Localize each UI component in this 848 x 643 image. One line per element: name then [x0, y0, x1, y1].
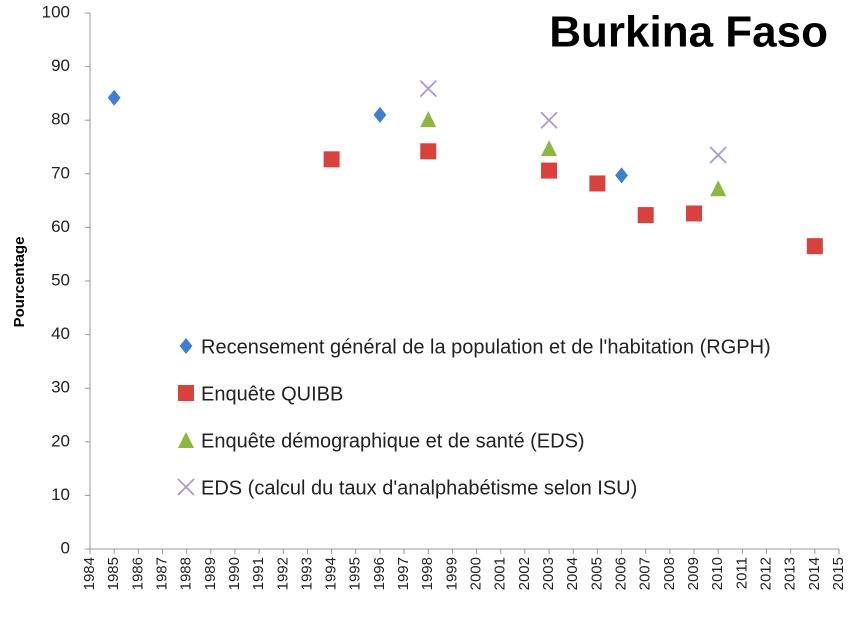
y-tick-label: 100: [42, 2, 70, 21]
point: [540, 111, 558, 129]
y-tick-label: 40: [51, 324, 70, 343]
y-tick-label: 30: [51, 378, 70, 397]
point: [615, 167, 628, 184]
point: [709, 146, 727, 164]
x-tick-label: 2009: [685, 557, 702, 590]
point: [177, 478, 195, 496]
y-tick-label: 80: [51, 110, 70, 129]
point: [541, 162, 558, 179]
x-tick-label: 1995: [347, 557, 364, 590]
legend-label: Enquête QUIBB: [201, 383, 343, 405]
y-tick-label: 50: [51, 270, 70, 289]
x-tick-label: 2002: [516, 557, 533, 590]
y-tick-label: 70: [51, 163, 70, 182]
y-tick-label: 10: [51, 485, 70, 504]
point: [178, 385, 194, 401]
y-tick-label: 90: [51, 56, 70, 75]
legend-label: Enquête démographique et de santé (EDS): [201, 430, 585, 452]
point: [589, 175, 606, 192]
x-tick-label: 1984: [81, 557, 98, 590]
x-tick-label: 2000: [468, 557, 485, 590]
x-tick-label: 1986: [129, 557, 146, 590]
x-tick-label: 2011: [733, 557, 750, 589]
x-tick-label: 2008: [661, 557, 678, 590]
point: [419, 79, 437, 98]
x-tick-label: 2007: [637, 557, 654, 590]
x-tick-label: 2003: [540, 557, 557, 590]
point: [373, 106, 387, 123]
x-tick-label: 2005: [588, 557, 605, 590]
x-tick-label: 2010: [709, 557, 726, 590]
x-tick-label: 2015: [830, 557, 847, 590]
x-tick-label: 2014: [806, 557, 823, 590]
x-tick-label: 1999: [443, 557, 460, 590]
x-tick-label: 1991: [250, 557, 267, 590]
point: [420, 111, 437, 128]
point: [179, 338, 193, 354]
x-tick-label: 1998: [419, 557, 436, 590]
x-tick-label: 2006: [613, 557, 630, 590]
point: [541, 140, 558, 157]
x-tick-label: 1989: [202, 557, 219, 590]
x-tick-label: 2004: [564, 557, 581, 590]
x-tick-label: 1992: [274, 557, 291, 590]
x-tick-label: 1994: [323, 557, 340, 590]
x-tick-label: 2012: [757, 557, 774, 590]
y-axis-label: Pourcentage: [11, 237, 28, 328]
x-tick-label: 2001: [492, 557, 509, 590]
x-tick-label: 1990: [226, 557, 243, 590]
legend-label: EDS (calcul du taux d'analphabétisme sel…: [201, 477, 637, 499]
point: [710, 180, 727, 197]
point: [420, 143, 437, 160]
x-tick-label: 1997: [395, 557, 412, 590]
chart-title: Burkina Faso: [549, 8, 828, 57]
y-tick-label: 0: [61, 538, 70, 557]
y-tick-label: 20: [51, 431, 70, 450]
x-tick-label: 1987: [153, 557, 170, 590]
x-tick-label: 1988: [178, 557, 195, 590]
point: [178, 432, 194, 448]
legend-label: Recensement général de la population et …: [201, 336, 771, 358]
x-tick-label: 1993: [298, 557, 315, 590]
point: [637, 207, 654, 224]
x-tick-label: 1996: [371, 557, 388, 590]
x-tick-label: 1985: [105, 557, 122, 590]
point: [323, 151, 340, 168]
x-tick-label: 2013: [782, 557, 799, 590]
y-tick-label: 60: [51, 217, 70, 236]
point: [806, 238, 823, 255]
point: [686, 205, 703, 222]
point: [107, 89, 121, 106]
